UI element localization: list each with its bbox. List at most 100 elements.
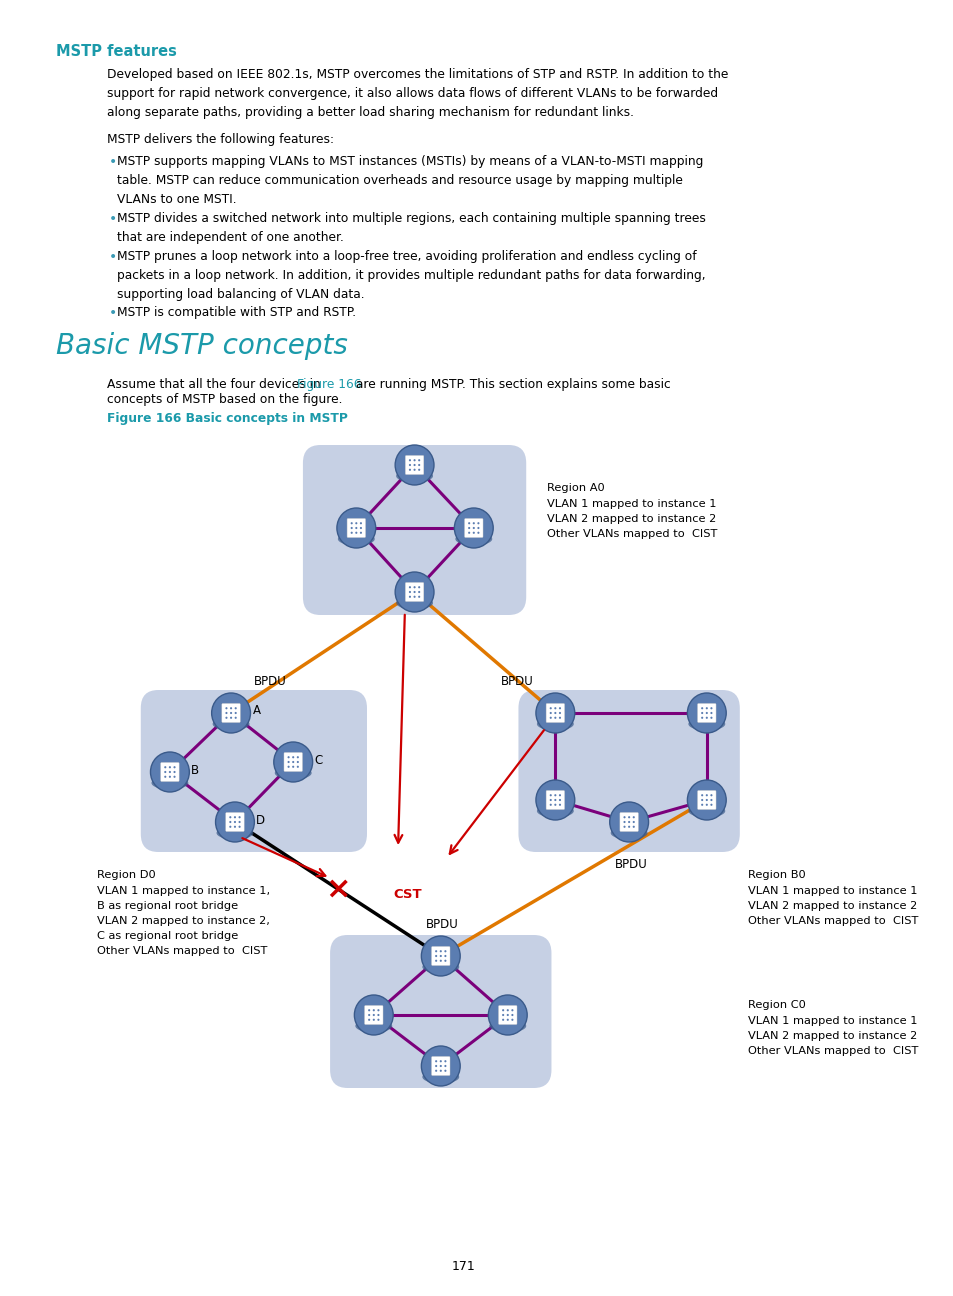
- Circle shape: [558, 804, 560, 806]
- Circle shape: [238, 816, 240, 818]
- Circle shape: [710, 712, 712, 714]
- Text: VLAN 2 mapped to instance 2,: VLAN 2 mapped to instance 2,: [97, 916, 270, 927]
- FancyBboxPatch shape: [364, 1006, 382, 1025]
- Circle shape: [395, 445, 434, 485]
- Circle shape: [234, 717, 236, 719]
- Circle shape: [173, 771, 175, 774]
- Circle shape: [417, 586, 420, 588]
- Ellipse shape: [422, 960, 458, 973]
- Circle shape: [700, 794, 702, 796]
- Circle shape: [417, 464, 420, 467]
- Circle shape: [549, 717, 551, 719]
- Circle shape: [439, 959, 441, 962]
- Circle shape: [536, 693, 574, 734]
- Ellipse shape: [688, 718, 724, 731]
- Circle shape: [632, 820, 634, 823]
- Circle shape: [506, 1019, 508, 1021]
- Circle shape: [169, 766, 171, 769]
- Circle shape: [439, 950, 441, 953]
- Text: VLAN 2 mapped to instance 2: VLAN 2 mapped to instance 2: [747, 1032, 916, 1041]
- Circle shape: [417, 596, 420, 597]
- Text: Assume that all the four devices in: Assume that all the four devices in: [107, 378, 324, 391]
- Circle shape: [355, 527, 357, 529]
- FancyBboxPatch shape: [545, 791, 564, 810]
- Circle shape: [409, 469, 411, 470]
- Text: Developed based on IEEE 802.1s, MSTP overcomes the limitations of STP and RSTP. : Developed based on IEEE 802.1s, MSTP ove…: [107, 67, 727, 119]
- Circle shape: [439, 1060, 441, 1063]
- Circle shape: [164, 776, 166, 778]
- Circle shape: [705, 794, 707, 796]
- Circle shape: [296, 766, 298, 767]
- Circle shape: [225, 708, 227, 709]
- Ellipse shape: [152, 776, 188, 789]
- Circle shape: [435, 959, 436, 962]
- Circle shape: [700, 804, 702, 806]
- Text: ×: ×: [325, 875, 351, 903]
- Circle shape: [439, 1065, 441, 1067]
- Circle shape: [417, 469, 420, 470]
- Circle shape: [238, 826, 240, 828]
- Text: C: C: [314, 753, 322, 766]
- Circle shape: [413, 459, 416, 461]
- Circle shape: [473, 527, 475, 529]
- FancyBboxPatch shape: [330, 934, 551, 1089]
- Text: Figure 166: Figure 166: [296, 378, 361, 391]
- Circle shape: [444, 950, 446, 953]
- Circle shape: [435, 1069, 436, 1072]
- Text: B: B: [191, 763, 199, 776]
- Text: VLAN 1 mapped to instance 1,: VLAN 1 mapped to instance 1,: [97, 886, 270, 896]
- Text: Other VLANs mapped to  CIST: Other VLANs mapped to CIST: [747, 1046, 917, 1056]
- FancyBboxPatch shape: [697, 791, 716, 810]
- Circle shape: [355, 522, 357, 525]
- Text: 171: 171: [451, 1260, 475, 1273]
- Circle shape: [444, 1060, 446, 1063]
- FancyBboxPatch shape: [284, 753, 302, 771]
- Circle shape: [687, 693, 725, 734]
- Text: Region C0: Region C0: [747, 1001, 804, 1010]
- Circle shape: [710, 717, 712, 719]
- Circle shape: [164, 771, 166, 774]
- Circle shape: [296, 761, 298, 763]
- Circle shape: [501, 1019, 504, 1021]
- Circle shape: [151, 752, 189, 792]
- Circle shape: [558, 794, 560, 796]
- Text: •: •: [109, 250, 117, 264]
- Circle shape: [710, 794, 712, 796]
- Circle shape: [476, 522, 479, 525]
- Circle shape: [435, 1065, 436, 1067]
- Circle shape: [368, 1010, 370, 1011]
- Circle shape: [215, 802, 254, 842]
- Text: BPDU: BPDU: [426, 918, 458, 931]
- Circle shape: [169, 771, 171, 774]
- FancyBboxPatch shape: [498, 1006, 517, 1025]
- Circle shape: [468, 522, 470, 525]
- Text: C as regional root bridge: C as regional root bridge: [97, 931, 238, 941]
- Circle shape: [373, 1010, 375, 1011]
- Circle shape: [413, 464, 416, 467]
- Circle shape: [229, 826, 232, 828]
- Circle shape: [444, 1065, 446, 1067]
- Circle shape: [233, 816, 235, 818]
- Text: MSTP supports mapping VLANs to MST instances (MSTIs) by means of a VLAN-to-MSTI : MSTP supports mapping VLANs to MST insta…: [116, 156, 702, 206]
- Circle shape: [549, 798, 551, 801]
- Circle shape: [705, 798, 707, 801]
- Text: Figure 166 Basic concepts in MSTP: Figure 166 Basic concepts in MSTP: [107, 412, 347, 425]
- Circle shape: [506, 1010, 508, 1011]
- FancyBboxPatch shape: [431, 946, 450, 966]
- Circle shape: [536, 780, 574, 820]
- Circle shape: [549, 712, 551, 714]
- FancyBboxPatch shape: [517, 689, 739, 851]
- Circle shape: [473, 522, 475, 525]
- Circle shape: [230, 708, 232, 709]
- Circle shape: [413, 596, 416, 597]
- Circle shape: [234, 708, 236, 709]
- Circle shape: [558, 798, 560, 801]
- Text: D: D: [256, 814, 265, 827]
- Circle shape: [501, 1010, 504, 1011]
- Circle shape: [554, 794, 556, 796]
- Circle shape: [287, 766, 290, 767]
- FancyBboxPatch shape: [141, 689, 367, 851]
- Circle shape: [296, 756, 298, 758]
- Circle shape: [554, 804, 556, 806]
- Circle shape: [705, 717, 707, 719]
